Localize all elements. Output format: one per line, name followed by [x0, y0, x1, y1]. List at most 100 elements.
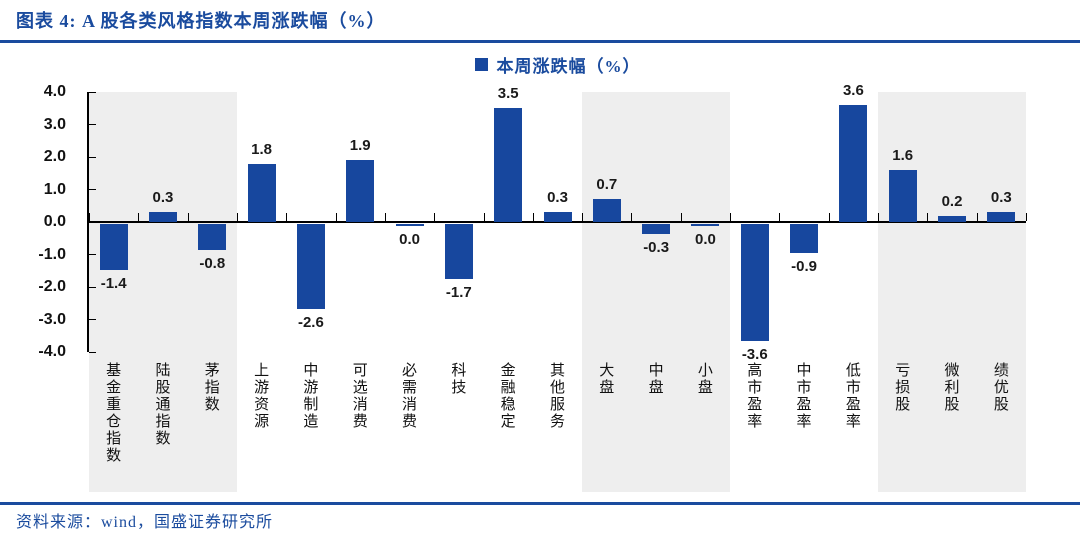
x-axis-tick — [483, 213, 485, 221]
source-text: 资料来源：wind，国盛证券研究所 — [16, 514, 274, 531]
y-axis-tick-label: -2.0 — [38, 278, 66, 295]
category-label: 茅指数 — [204, 363, 220, 413]
bar-value-label: -3.6 — [741, 346, 768, 363]
bar — [938, 215, 967, 222]
bar — [987, 212, 1016, 222]
bar — [198, 224, 227, 250]
title-divider — [0, 40, 1080, 43]
category-label: 金融稳定 — [500, 363, 516, 430]
x-axis-tick — [927, 213, 929, 221]
source-divider — [0, 502, 1080, 505]
bar-value-label: -2.6 — [297, 313, 324, 331]
x-axis-tick — [187, 213, 189, 221]
bar-value-label: 1.6 — [892, 147, 914, 164]
bar-value-label: 0.7 — [596, 176, 618, 194]
category-label: 低市盈率 — [845, 363, 861, 430]
y-axis-line — [87, 92, 89, 352]
bar-value-label: 1.8 — [251, 140, 273, 158]
bar-value-label: 0.3 — [990, 189, 1012, 207]
x-axis-line — [89, 221, 1026, 223]
y-axis-tick — [89, 189, 96, 190]
bar-value-label: 0.0 — [399, 231, 420, 248]
bar-value-label: 3.6 — [842, 82, 864, 99]
bar — [839, 105, 868, 222]
bar-value-label: -1.7 — [445, 284, 472, 302]
y-axis-tick-label: 0.0 — [43, 213, 66, 230]
legend-swatch-icon — [474, 58, 488, 71]
x-axis-tick — [89, 213, 90, 221]
category-label: 中盘 — [648, 363, 664, 396]
bar — [642, 224, 671, 234]
bar-value-label: -1.4 — [100, 274, 127, 292]
y-axis-tick — [89, 319, 96, 320]
category-band — [582, 92, 731, 492]
x-axis-tick — [384, 213, 386, 221]
x-axis-tick — [730, 213, 732, 221]
y-axis-tick — [89, 286, 96, 288]
x-axis-tick — [236, 213, 238, 221]
y-axis-tick — [89, 351, 96, 353]
category-label: 其他服务 — [549, 363, 565, 430]
bar-value-label: -0.3 — [643, 238, 670, 256]
legend-label: 本周涨跌幅（%） — [496, 57, 641, 76]
y-axis-tick-label: -4.0 — [38, 343, 66, 360]
bar — [444, 224, 473, 280]
bar-value-label: 0.2 — [941, 192, 963, 210]
bar-value-label: 1.9 — [349, 137, 371, 155]
category-label: 亏损股 — [895, 363, 911, 413]
category-label: 必需消费 — [402, 363, 418, 430]
x-axis-tick — [335, 213, 337, 221]
x-axis-tick — [976, 213, 978, 221]
y-axis-tick-label: 1.0 — [43, 180, 66, 198]
bar — [296, 224, 325, 309]
bar — [888, 170, 917, 222]
category-band — [878, 92, 1026, 492]
category-label: 中游制造 — [303, 363, 319, 430]
x-axis-tick — [434, 213, 436, 221]
y-axis-tick-label: 2.0 — [43, 148, 66, 165]
category-label: 中市盈率 — [796, 363, 812, 430]
bar — [691, 224, 720, 226]
category-label: 陆股通指数 — [155, 363, 171, 447]
bar-value-label: 0.0 — [695, 231, 716, 248]
x-axis-tick — [582, 213, 584, 221]
bar-value-label: 0.3 — [152, 189, 174, 207]
bar-value-label: -0.9 — [791, 258, 817, 276]
y-axis-tick — [89, 254, 96, 255]
figure-title: 图表 4: A 股各类风格指数本周涨跌幅（%） — [16, 11, 386, 31]
x-axis-tick — [286, 213, 288, 221]
y-axis-tick-label: 4.0 — [43, 83, 66, 100]
bar — [247, 163, 276, 222]
category-label: 可选消费 — [352, 363, 368, 430]
y-axis-tick — [89, 91, 96, 93]
bar — [346, 160, 375, 222]
bar — [99, 224, 128, 270]
bar — [543, 212, 572, 222]
bar — [790, 224, 819, 254]
x-axis-tick — [828, 213, 830, 221]
bar — [494, 108, 523, 222]
x-axis-tick — [680, 213, 682, 221]
category-label: 微利股 — [944, 363, 960, 413]
category-band — [89, 92, 237, 492]
bar-value-label: 3.5 — [497, 85, 519, 103]
category-label: 小盘 — [697, 363, 713, 396]
bar — [592, 199, 621, 222]
category-label: 基金重仓指数 — [106, 363, 122, 464]
bar — [395, 224, 424, 226]
x-axis-tick — [532, 213, 534, 221]
x-axis-tick — [878, 213, 880, 221]
chart-legend: 本周涨跌幅（%） — [89, 52, 1026, 77]
y-axis-tick-label: -1.0 — [38, 245, 66, 263]
bar-value-label: -0.8 — [199, 255, 226, 272]
category-label: 高市盈率 — [747, 363, 763, 430]
x-axis-tick — [631, 213, 633, 221]
x-axis-tick — [138, 213, 140, 221]
bar — [740, 224, 769, 341]
y-axis-tick-label: -3.0 — [38, 310, 66, 328]
category-label: 大盘 — [599, 363, 615, 396]
category-label: 上游资源 — [254, 363, 270, 430]
category-label: 科技 — [451, 363, 467, 396]
